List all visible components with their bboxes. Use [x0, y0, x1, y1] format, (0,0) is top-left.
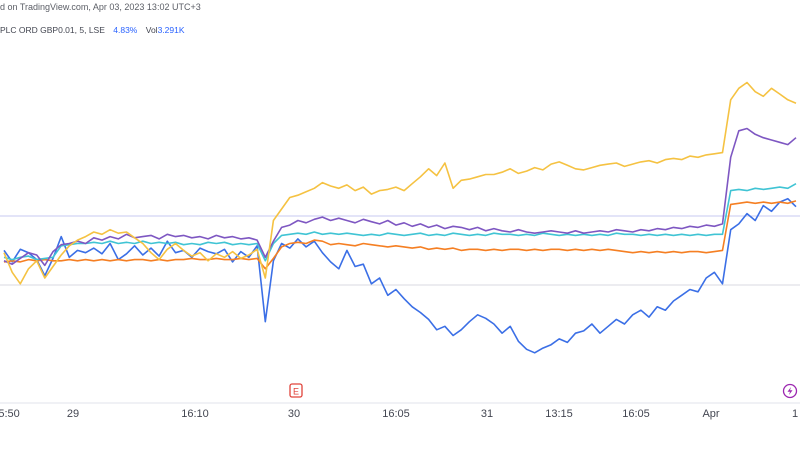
series-line-orange: [3, 200, 797, 270]
x-tick-label: 31: [481, 408, 493, 420]
x-tick-label: 15:50: [0, 408, 20, 420]
series-layer: [3, 81, 797, 354]
earnings-marker-box: [289, 383, 303, 398]
volume-value: 3.291K: [157, 25, 185, 35]
earnings-marker[interactable]: E: [289, 383, 303, 398]
earnings-icon: E: [293, 387, 299, 397]
dividend-marker[interactable]: [782, 383, 798, 399]
x-tick-label: 13:15: [545, 408, 573, 420]
series-line-yellow: [3, 81, 797, 285]
x-tick-label: 16:10: [181, 408, 209, 420]
x-tick-label: 16:05: [622, 408, 650, 420]
time-axis-labels: 15:50 29 16:10 30 16:05 31 13:15 16:05 Apr 1: [0, 408, 798, 420]
chart-credit-header: d on TradingView.com, Apr 03, 2023 13:02…: [0, 2, 201, 12]
series-line-cyan: [3, 183, 797, 262]
publish-info-text: d on TradingView.com, Apr 03, 2023 13:02…: [0, 2, 201, 12]
series-line-purple: [3, 127, 797, 267]
x-tick-label: 1: [792, 408, 798, 420]
symbol-name: PLC ORD GBP0.01, 5, LSE: [0, 25, 105, 35]
series-line-blue: [3, 197, 797, 354]
x-tick-label: Apr: [702, 408, 719, 420]
lightning-icon: [787, 387, 793, 395]
x-tick-label: 30: [288, 408, 300, 420]
x-tick-label: 16:05: [382, 408, 410, 420]
change-percent: 4.83%: [113, 25, 138, 35]
symbol-legend[interactable]: PLC ORD GBP0.01, 5, LSE 4.83% Vol3.291K: [0, 25, 185, 35]
volume-label: Vol: [145, 25, 158, 35]
x-tick-label: 29: [67, 408, 79, 420]
